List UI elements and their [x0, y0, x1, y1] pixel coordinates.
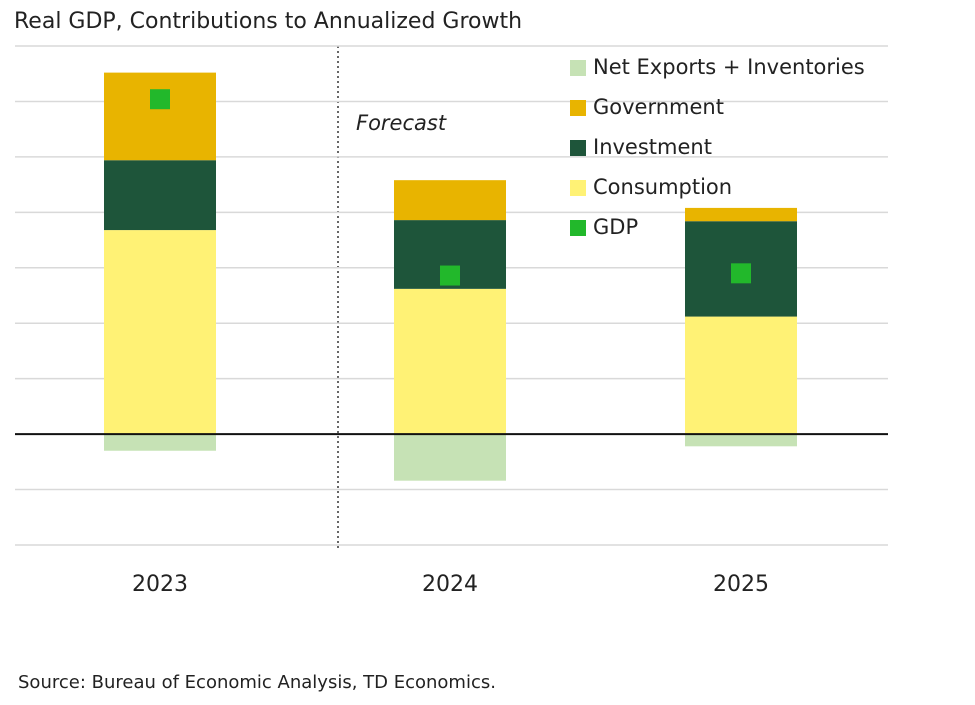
- annotation: Forecast: [356, 111, 447, 135]
- legend-swatch: [570, 180, 586, 196]
- bar-segment: [685, 207, 797, 222]
- x-tick-label: 2025: [713, 572, 769, 597]
- bar-segment: [394, 434, 506, 481]
- bar-segment: [685, 434, 797, 447]
- bar-segment: [104, 72, 216, 161]
- bar-segment: [104, 434, 216, 451]
- legend-swatch: [570, 220, 586, 236]
- legend-swatch: [570, 140, 586, 156]
- legend-label: Net Exports + Inventories: [593, 55, 865, 79]
- legend-swatch: [570, 60, 586, 76]
- bar-segment: [394, 180, 506, 221]
- bar-segment: [104, 160, 216, 231]
- legend-label: Government: [593, 95, 724, 119]
- gdp-marker: [440, 265, 460, 286]
- bar-segment: [685, 316, 797, 435]
- gdp-marker: [150, 89, 170, 110]
- legend-label: Investment: [593, 135, 712, 159]
- gdp-marker: [731, 263, 751, 284]
- bar-segment: [394, 288, 506, 435]
- bar-segment: [104, 230, 216, 435]
- x-tick-label: 2023: [132, 572, 188, 597]
- legend-label: Consumption: [593, 175, 732, 199]
- source-note: Source: Bureau of Economic Analysis, TD …: [18, 672, 496, 693]
- legend-label: GDP: [593, 215, 638, 239]
- x-tick-label: 2024: [422, 572, 478, 597]
- legend-swatch: [570, 100, 586, 116]
- chart-title: Real GDP, Contributions to Annualized Gr…: [14, 9, 522, 34]
